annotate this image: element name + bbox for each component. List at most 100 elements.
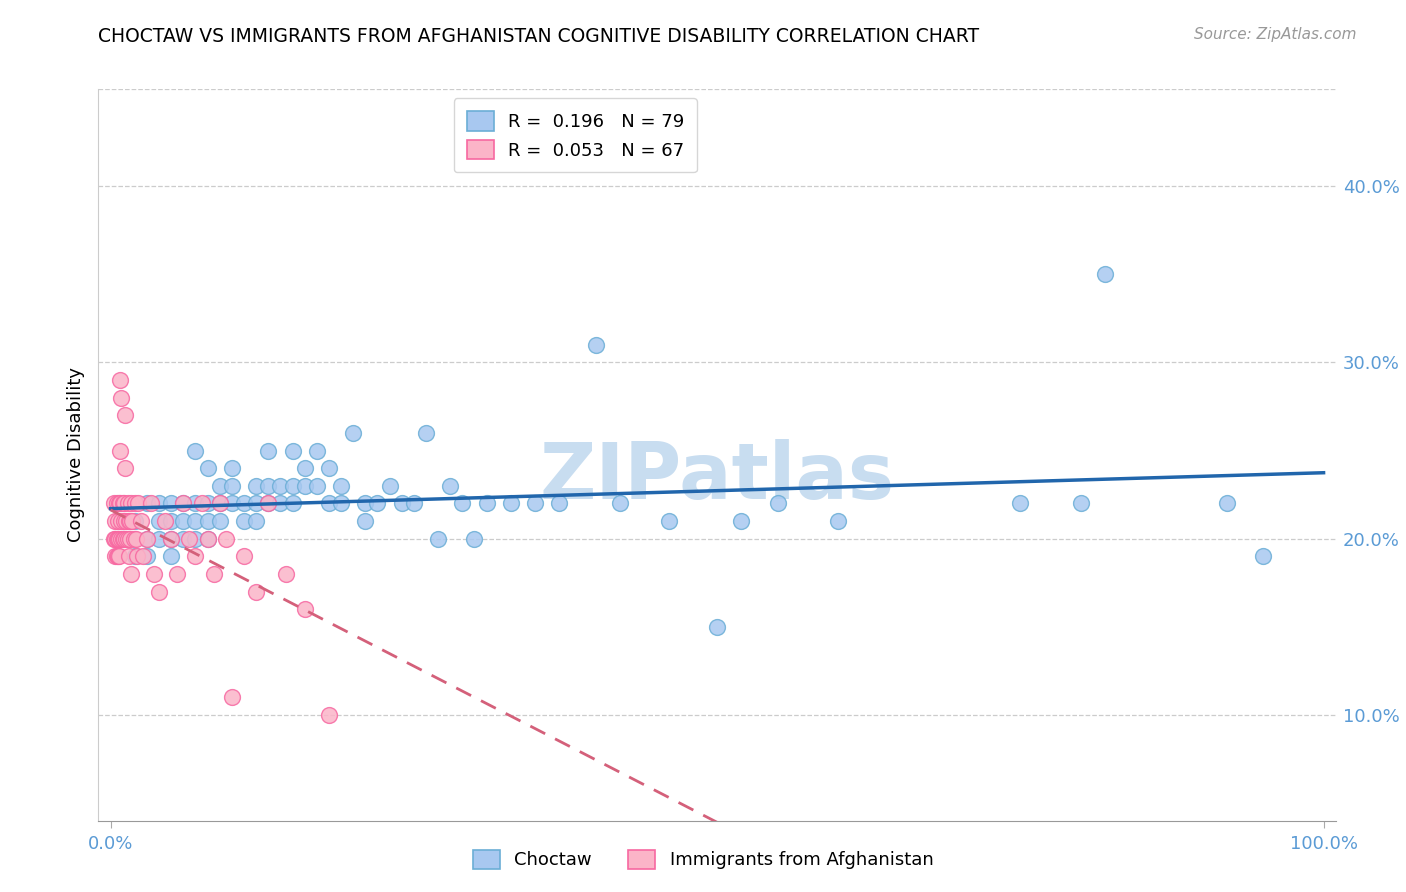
- Point: [1094, 267, 1116, 281]
- Point: [112, 532, 135, 546]
- Point: [463, 532, 485, 546]
- Point: [1070, 496, 1092, 510]
- Point: [114, 461, 136, 475]
- Point: [124, 549, 146, 564]
- Point: [305, 443, 328, 458]
- Point: [110, 391, 132, 405]
- Point: [197, 532, 219, 546]
- Point: [103, 532, 125, 546]
- Point: [136, 496, 159, 510]
- Point: [172, 514, 194, 528]
- Point: [160, 496, 183, 510]
- Point: [172, 496, 194, 510]
- Point: [354, 514, 377, 528]
- Point: [269, 479, 291, 493]
- Point: [118, 514, 141, 528]
- Point: [107, 549, 129, 564]
- Point: [107, 532, 129, 546]
- Point: [366, 496, 388, 510]
- Point: [121, 514, 143, 528]
- Point: [105, 532, 128, 546]
- Point: [184, 532, 207, 546]
- Point: [197, 514, 219, 528]
- Point: [110, 532, 132, 546]
- Point: [143, 566, 166, 581]
- Legend: Choctaw, Immigrants from Afghanistan: Choctaw, Immigrants from Afghanistan: [464, 840, 942, 879]
- Point: [120, 566, 142, 581]
- Point: [827, 514, 849, 528]
- Point: [294, 479, 316, 493]
- Point: [117, 496, 139, 510]
- Point: [136, 532, 159, 546]
- Point: [766, 496, 789, 510]
- Point: [330, 496, 353, 510]
- Point: [294, 602, 316, 616]
- Point: [110, 443, 132, 458]
- Point: [391, 496, 413, 510]
- Point: [136, 532, 159, 546]
- Point: [115, 514, 138, 528]
- Point: [160, 532, 183, 546]
- Point: [112, 514, 135, 528]
- Point: [415, 425, 437, 440]
- Point: [118, 514, 141, 528]
- Point: [160, 514, 183, 528]
- Point: [706, 620, 728, 634]
- Point: [166, 566, 188, 581]
- Point: [208, 496, 231, 510]
- Point: [114, 409, 136, 423]
- Point: [112, 496, 135, 510]
- Point: [125, 532, 148, 546]
- Point: [294, 461, 316, 475]
- Point: [208, 479, 231, 493]
- Point: [120, 496, 142, 510]
- Point: [342, 425, 364, 440]
- Point: [233, 549, 256, 564]
- Point: [475, 496, 498, 510]
- Point: [115, 532, 138, 546]
- Point: [439, 479, 461, 493]
- Point: [172, 496, 194, 510]
- Point: [221, 461, 243, 475]
- Point: [269, 496, 291, 510]
- Point: [184, 514, 207, 528]
- Point: [451, 496, 474, 510]
- Point: [108, 532, 131, 546]
- Point: [111, 496, 134, 510]
- Point: [105, 549, 128, 564]
- Point: [215, 532, 238, 546]
- Point: [1215, 496, 1237, 510]
- Point: [110, 514, 132, 528]
- Point: [208, 496, 231, 510]
- Point: [378, 479, 401, 493]
- Point: [657, 514, 679, 528]
- Point: [160, 549, 183, 564]
- Point: [402, 496, 425, 510]
- Text: CHOCTAW VS IMMIGRANTS FROM AFGHANISTAN COGNITIVE DISABILITY CORRELATION CHART: CHOCTAW VS IMMIGRANTS FROM AFGHANISTAN C…: [98, 27, 980, 45]
- Point: [208, 514, 231, 528]
- Point: [118, 532, 141, 546]
- Point: [257, 496, 280, 510]
- Point: [197, 532, 219, 546]
- Point: [110, 496, 132, 510]
- Point: [184, 496, 207, 510]
- Point: [111, 532, 134, 546]
- Point: [184, 443, 207, 458]
- Y-axis label: Cognitive Disability: Cognitive Disability: [66, 368, 84, 542]
- Point: [1010, 496, 1032, 510]
- Point: [221, 690, 243, 705]
- Point: [190, 496, 212, 510]
- Point: [148, 532, 170, 546]
- Point: [160, 532, 183, 546]
- Point: [107, 514, 129, 528]
- Point: [103, 496, 125, 510]
- Point: [281, 443, 304, 458]
- Point: [257, 496, 280, 510]
- Point: [122, 532, 145, 546]
- Point: [153, 514, 176, 528]
- Point: [221, 479, 243, 493]
- Point: [197, 496, 219, 510]
- Point: [318, 461, 340, 475]
- Point: [499, 496, 522, 510]
- Point: [548, 496, 571, 510]
